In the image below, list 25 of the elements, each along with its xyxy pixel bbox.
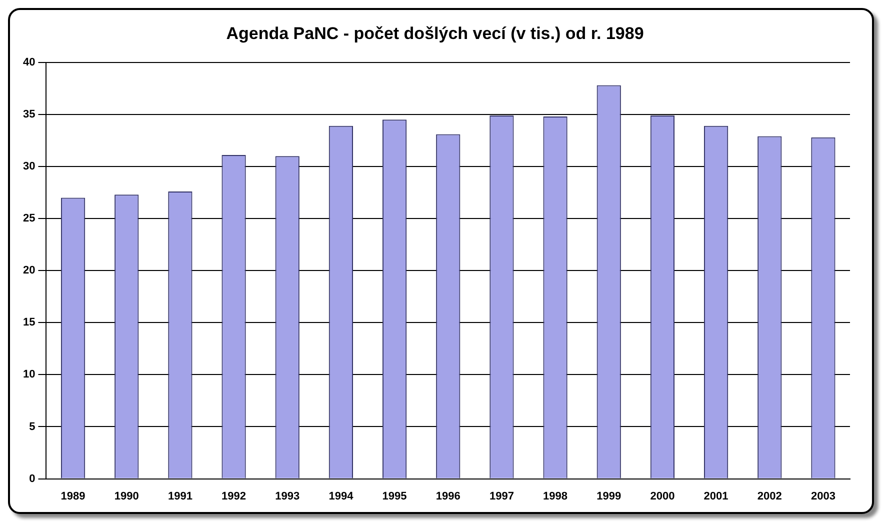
- y-tick-label: 5: [29, 420, 36, 433]
- x-tick-label: 1996: [436, 490, 460, 502]
- y-tick-label: 0: [29, 472, 36, 485]
- y-tick-label: 10: [22, 368, 36, 381]
- x-tick-label: 1994: [328, 490, 354, 502]
- x-tick-label: 1997: [489, 490, 514, 502]
- x-tick-label: 1990: [114, 490, 139, 502]
- y-tick-label: 25: [22, 212, 36, 225]
- x-tick-label: 1993: [275, 490, 300, 502]
- chart-title: Agenda PaNC - počet došlých vecí (v tis.) od r. 1989: [226, 24, 644, 43]
- x-tick-label: 1991: [168, 490, 192, 502]
- x-tick-label: 2001: [704, 490, 728, 502]
- y-tick-label: 30: [22, 160, 36, 173]
- x-tick-label: 2000: [650, 490, 675, 502]
- x-tick-label: 2003: [810, 490, 836, 502]
- x-tick-label: 1995: [382, 490, 407, 502]
- x-tick-label: 1999: [596, 490, 622, 502]
- y-tick-label: 40: [22, 56, 36, 68]
- x-tick-label: 1989: [60, 490, 86, 502]
- y-tick-label: 15: [22, 316, 36, 329]
- x-tick-label: 2002: [757, 490, 782, 502]
- y-tick-label: 35: [22, 108, 36, 120]
- x-tick-label: 1998: [543, 490, 568, 502]
- x-tick-label: 1992: [222, 490, 246, 502]
- y-tick-label: 20: [22, 264, 36, 277]
